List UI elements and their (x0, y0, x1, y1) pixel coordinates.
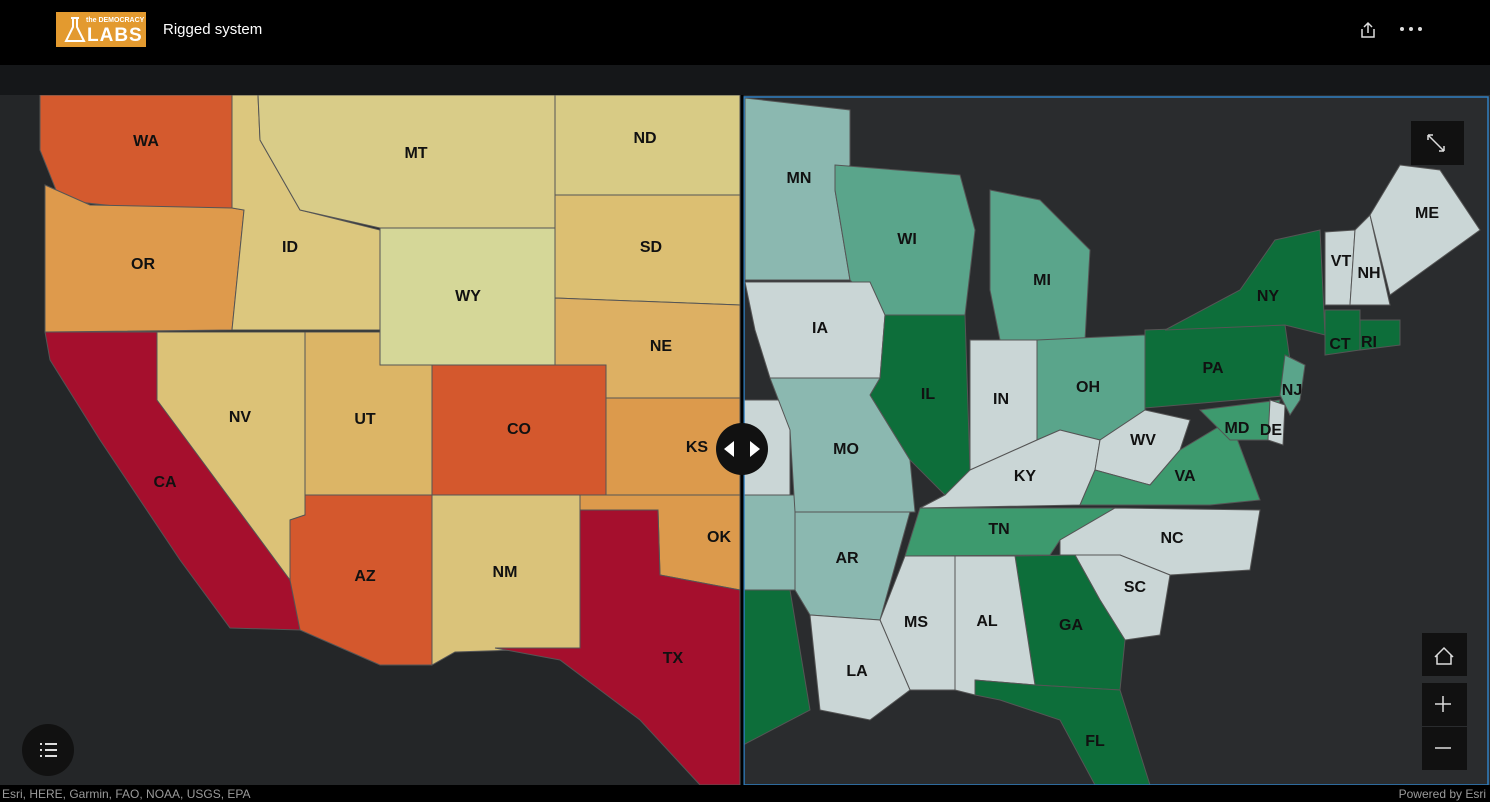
state-label: AL (976, 613, 998, 630)
attribution: Esri, HERE, Garmin, FAO, NOAA, USGS, EPA (2, 787, 251, 801)
state-label: VA (1174, 468, 1195, 485)
more-button[interactable] (1397, 24, 1427, 34)
state-region (769, 377, 916, 513)
state-label: GA (1059, 617, 1083, 634)
state-label: KS (686, 439, 709, 456)
state-label: LA (846, 663, 868, 680)
state-label: AR (835, 550, 859, 567)
expand-button[interactable] (1411, 121, 1464, 165)
state-label: WV (1130, 432, 1156, 449)
state-label: TN (988, 521, 1009, 538)
state-label: NE (650, 338, 673, 355)
zoom-in-button[interactable] (1422, 683, 1467, 726)
state-region (1279, 354, 1306, 416)
state-label: AZ (354, 568, 376, 585)
state-label: WI (897, 231, 917, 248)
state-label: IA (812, 320, 828, 337)
state-region (1267, 399, 1286, 446)
state-region (974, 679, 1151, 785)
powered-by[interactable]: Powered by Esri (1398, 787, 1486, 801)
toolbar-strip (0, 65, 1490, 95)
state-label: IN (993, 391, 1009, 408)
legend-button[interactable] (22, 724, 74, 776)
state-label: SC (1124, 579, 1147, 596)
state-label: WY (455, 288, 481, 305)
state-label: PA (1202, 360, 1223, 377)
state-label: NC (1160, 530, 1184, 547)
state-region (744, 97, 851, 281)
state-label: CA (153, 474, 177, 491)
state-region (1359, 319, 1401, 351)
logo-top: the DEMOCRACY (86, 17, 145, 24)
state-region (809, 614, 911, 721)
state-region (1164, 229, 1326, 336)
state-label: FL (1085, 733, 1105, 750)
state-label: MN (787, 170, 812, 187)
state-region (1349, 214, 1391, 306)
state-label: NM (493, 564, 518, 581)
state-region (494, 509, 741, 785)
swipe-handle[interactable] (716, 423, 768, 475)
state-label: OK (707, 529, 731, 546)
partial-state (742, 494, 796, 591)
logo-main: LABS (87, 25, 143, 46)
state-label: ND (633, 130, 656, 147)
state-label: MO (833, 441, 859, 458)
app-title: Rigged system (163, 21, 263, 38)
state-label: NH (1357, 265, 1380, 282)
state-region (904, 507, 1117, 557)
state-region (879, 555, 956, 691)
state-label: TX (663, 650, 684, 667)
state-label: MI (1033, 272, 1051, 289)
state-label: DE (1260, 422, 1283, 439)
state-region (1369, 164, 1481, 296)
state-label: NJ (1282, 382, 1302, 399)
state-label: ID (282, 239, 298, 256)
share-button[interactable] (1358, 20, 1378, 40)
state-label: OR (131, 256, 155, 273)
state-label: UT (354, 411, 376, 428)
state-label: MS (904, 614, 928, 631)
state-label: VT (1331, 253, 1352, 270)
state-label: OH (1076, 379, 1100, 396)
state-region (1079, 419, 1261, 506)
zoom-out-button[interactable] (1422, 727, 1467, 770)
state-label: ME (1415, 205, 1439, 222)
state-label: KY (1014, 468, 1037, 485)
state-label: NV (229, 409, 252, 426)
state-label: RI (1361, 334, 1377, 351)
state-label: CO (507, 421, 531, 438)
state-region (39, 95, 233, 211)
state-label: CT (1329, 336, 1351, 353)
top-bar: the DEMOCRACY LABS Rigged system (0, 0, 1490, 65)
state-label: SD (640, 239, 662, 256)
state-label: IL (921, 386, 935, 403)
state-label: MD (1225, 420, 1250, 437)
state-label: MT (404, 145, 427, 162)
swipe-map[interactable]: WA OR ID MT ND SD WY NE CA NV UT CO KS AZ NM OK TX MN WI M… (0, 95, 1490, 785)
logo[interactable]: the DEMOCRACY LABS (56, 12, 146, 47)
state-label: WA (133, 133, 159, 150)
state-label: NY (1257, 288, 1280, 305)
home-button[interactable] (1422, 633, 1467, 676)
logo-flask (64, 17, 86, 42)
